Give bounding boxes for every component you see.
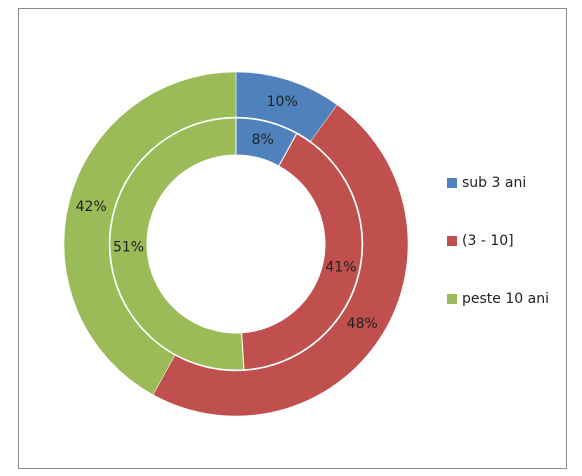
legend-swatch	[447, 236, 457, 246]
data-label: 51%	[113, 239, 144, 255]
data-label: 10%	[267, 94, 298, 110]
legend-label: peste 10 ani	[462, 291, 549, 307]
legend-label: sub 3 ani	[462, 175, 526, 191]
data-label: 8%	[252, 132, 274, 148]
legend-swatch	[447, 294, 457, 304]
donut-slice	[241, 132, 363, 371]
legend-swatch	[447, 178, 457, 188]
data-label: 42%	[76, 199, 107, 215]
data-label: 48%	[347, 316, 378, 332]
legend-label: (3 - 10]	[462, 233, 514, 249]
donut-slice	[109, 117, 245, 371]
data-label: 41%	[325, 259, 356, 275]
donut-slice	[63, 71, 237, 396]
donut-slice	[152, 104, 409, 417]
